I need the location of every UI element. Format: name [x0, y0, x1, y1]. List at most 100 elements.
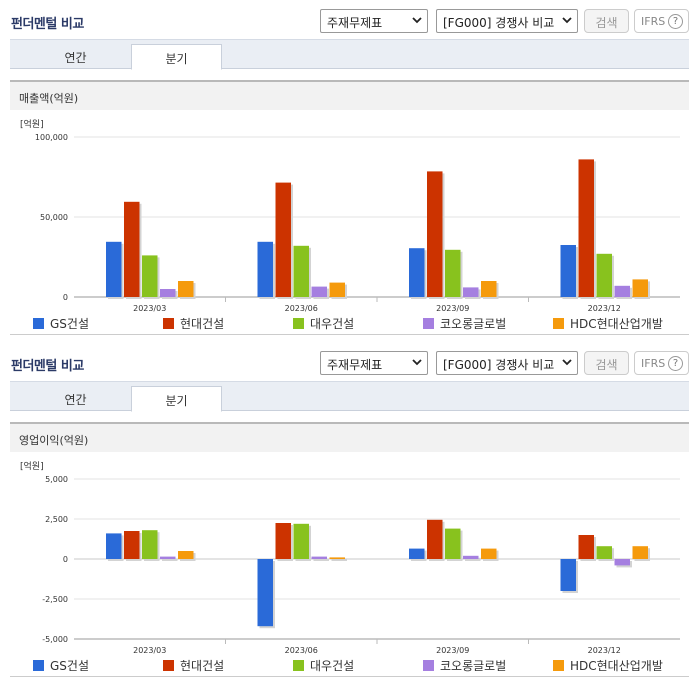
x-tick-label: 2023/06 — [285, 304, 318, 312]
y-tick-label: 0 — [63, 555, 68, 564]
legend-item[interactable]: 대우건설 — [293, 315, 354, 332]
legend-label: 코오롱글로벌 — [440, 317, 507, 331]
bar — [275, 523, 291, 559]
legend-swatch — [423, 318, 434, 329]
ifrs-label: IFRS — [641, 357, 666, 370]
tab-annual[interactable]: 연간 — [64, 393, 87, 407]
x-tick-label: 2023/03 — [133, 646, 166, 654]
legend-item[interactable]: HDC현대산업개발 — [553, 657, 663, 674]
x-tick-label: 2023/06 — [285, 646, 318, 654]
bar-shadow — [313, 558, 329, 561]
x-tick-label: 2023/12 — [588, 646, 621, 654]
chart-subtitle: 매출액(억원) — [10, 80, 689, 110]
legend-item[interactable]: 현대건설 — [163, 657, 224, 674]
unit-label: [억원] — [20, 460, 44, 472]
legend-item[interactable]: 현대건설 — [163, 315, 224, 332]
ifrs-toggle[interactable]: IFRS ? — [634, 9, 689, 33]
legend-swatch — [553, 660, 564, 671]
legend-item[interactable]: HDC현대산업개발 — [553, 315, 663, 332]
bar — [311, 556, 327, 559]
panel-header: 펀더멘털 비교 주재무제표 [FG000] 경쟁사 비교 검색 IFRS ? — [0, 342, 696, 376]
legend-label: HDC현대산업개발 — [570, 317, 663, 331]
bar — [596, 546, 612, 559]
chevron-down-icon — [562, 17, 572, 24]
help-icon[interactable]: ? — [668, 14, 683, 29]
bar — [632, 279, 648, 297]
bar — [257, 559, 273, 627]
bar-shadow — [331, 559, 347, 561]
panel-divider — [10, 334, 689, 335]
x-tick-label: 2023/09 — [436, 304, 469, 312]
chart-legend: GS건설 현대건설 대우건설 코오롱글로벌 HDC현대산업개발 — [0, 312, 696, 334]
statement-select[interactable]: 주재무제표 — [320, 9, 428, 33]
y-tick-label: -2,500 — [42, 595, 68, 604]
unit-label: [억원] — [20, 118, 44, 130]
panel-title: 펀더멘털 비교 — [11, 17, 84, 32]
chevron-down-icon — [412, 359, 422, 366]
y-tick-label: -5,000 — [42, 635, 68, 644]
bar — [481, 548, 497, 559]
legend-label: 현대건설 — [180, 659, 225, 673]
bar — [409, 548, 425, 559]
bar — [614, 285, 630, 297]
legend-item[interactable]: 대우건설 — [293, 657, 354, 674]
chart-legend: GS건설 현대건설 대우건설 코오롱글로벌 HDC현대산업개발 — [0, 654, 696, 676]
tab-quarterly[interactable]: 분기 — [131, 386, 222, 412]
bar-shadow — [162, 558, 178, 561]
period-tabs: 연간 분기 — [10, 39, 689, 70]
legend-swatch — [423, 660, 434, 671]
tab-quarterly[interactable]: 분기 — [131, 44, 222, 70]
legend-label: 현대건설 — [180, 317, 225, 331]
search-button[interactable]: 검색 — [584, 9, 629, 33]
chart-subtitle: 영업이익(억원) — [10, 422, 689, 452]
legend-swatch — [33, 318, 44, 329]
peer-select[interactable]: [FG000] 경쟁사 비교 — [436, 351, 578, 375]
bar — [560, 245, 576, 297]
ifrs-toggle[interactable]: IFRS ? — [634, 351, 689, 375]
bar — [293, 245, 309, 297]
legend-swatch — [293, 660, 304, 671]
legend-item[interactable]: GS건설 — [33, 657, 89, 674]
x-tick-label: 2023/03 — [133, 304, 166, 312]
bar — [329, 557, 345, 559]
bar-shadow — [465, 557, 481, 561]
bar — [160, 556, 176, 559]
statement-select[interactable]: 주재무제표 — [320, 351, 428, 375]
bar — [463, 555, 479, 559]
bar — [481, 281, 497, 297]
peer-select-value: [FG000] 경쟁사 비교 — [443, 358, 555, 372]
bar — [596, 253, 612, 297]
legend-item[interactable]: 코오롱글로벌 — [423, 657, 506, 674]
bar — [293, 523, 309, 559]
bar — [124, 531, 140, 559]
bar — [311, 286, 327, 297]
statement-select-value: 주재무제표 — [327, 16, 383, 30]
panel-header: 펀더멘털 비교 주재무제표 [FG000] 경쟁사 비교 검색 IFRS ? — [0, 0, 696, 34]
ifrs-label: IFRS — [641, 15, 666, 28]
y-tick-label: 2,500 — [45, 515, 68, 524]
search-button[interactable]: 검색 — [584, 351, 629, 375]
y-tick-label: 50,000 — [40, 213, 68, 222]
panel-title: 펀더멘털 비교 — [11, 359, 84, 374]
bar — [178, 551, 194, 559]
statement-select-value: 주재무제표 — [327, 358, 383, 372]
y-tick-label: 5,000 — [45, 475, 68, 484]
legend-label: HDC현대산업개발 — [570, 659, 663, 673]
legend-swatch — [163, 318, 174, 329]
legend-label: GS건설 — [50, 317, 89, 331]
bar — [142, 255, 158, 297]
bar — [578, 535, 594, 559]
legend-swatch — [553, 318, 564, 329]
period-tabs: 연간 분기 — [10, 381, 689, 412]
bar — [614, 559, 630, 566]
bar-chart: [억원] -5,000 -2,500 0 2,500 5,000 2023/03 2023/0… — [20, 460, 680, 654]
legend-item[interactable]: 코오롱글로벌 — [423, 315, 506, 332]
legend-label: 코오롱글로벌 — [440, 659, 507, 673]
bar — [560, 559, 576, 591]
legend-item[interactable]: GS건설 — [33, 315, 89, 332]
tab-annual[interactable]: 연간 — [64, 51, 87, 65]
fundamental-panel-operating-profit: 펀더멘털 비교 주재무제표 [FG000] 경쟁사 비교 검색 IFRS ? 연… — [0, 342, 696, 684]
peer-select[interactable]: [FG000] 경쟁사 비교 — [436, 9, 578, 33]
help-icon[interactable]: ? — [668, 356, 683, 371]
peer-select-value: [FG000] 경쟁사 비교 — [443, 16, 555, 30]
